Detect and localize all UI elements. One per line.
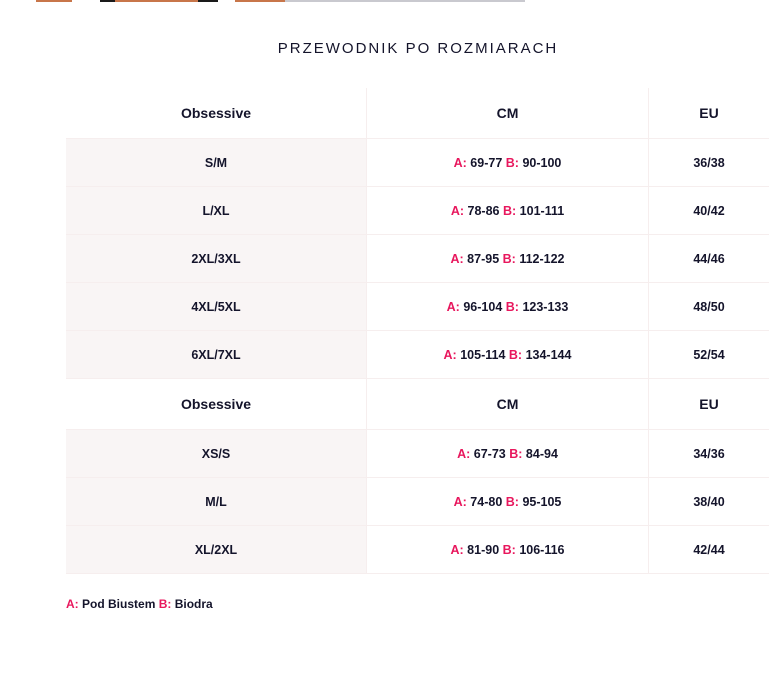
cm-cell: A: 67-73 B: 84-94: [366, 429, 649, 478]
label-a: A:: [453, 494, 467, 509]
column-header: CM: [366, 88, 649, 139]
table-row: 4XL/5XL A: 96-104 B: 123-133 48/50: [66, 282, 769, 331]
table-header-row: Obsessive CM EU: [66, 88, 769, 139]
size-cell: XS/S: [66, 429, 367, 478]
legend-a-key: A:: [66, 597, 79, 611]
value-b: 90-100: [522, 155, 562, 170]
label-b: B:: [502, 542, 516, 557]
size-cell: 2XL/3XL: [66, 234, 367, 283]
column-header: Obsessive: [66, 378, 367, 430]
label-b: B:: [502, 251, 516, 266]
value-a: 81-90: [467, 542, 500, 557]
eu-cell: 42/44: [648, 525, 769, 574]
column-header: EU: [648, 378, 769, 430]
value-a: 105-114: [460, 347, 506, 362]
value-a: 74-80: [470, 494, 503, 509]
label-a: A:: [443, 347, 457, 362]
value-a: 78-86: [467, 203, 500, 218]
column-header: EU: [648, 88, 769, 139]
cm-cell: A: 105-114 B: 134-144: [366, 330, 649, 379]
cm-cell: A: 74-80 B: 95-105: [366, 477, 649, 526]
label-a: A:: [453, 155, 467, 170]
value-b: 106-116: [519, 542, 565, 557]
value-b: 112-122: [519, 251, 565, 266]
legend-a-text: Pod Biustem: [82, 597, 156, 611]
value-a: 87-95: [467, 251, 500, 266]
label-a: A:: [450, 542, 464, 557]
table-row: 6XL/7XL A: 105-114 B: 134-144 52/54: [66, 330, 769, 379]
eu-cell: 38/40: [648, 477, 769, 526]
value-b: 134-144: [525, 347, 572, 362]
legend-b-key: B:: [158, 597, 172, 611]
column-header: Obsessive: [66, 88, 367, 139]
value-b: 95-105: [522, 494, 562, 509]
size-table: Obsessive CM EU S/M A: 69-77 B: 90-100 36/3…: [66, 88, 769, 574]
label-b: B:: [505, 494, 519, 509]
label-b: B:: [505, 299, 519, 314]
value-a: 67-73: [473, 446, 506, 461]
eu-cell: 40/42: [648, 186, 769, 235]
column-header: CM: [366, 378, 649, 430]
label-a: A:: [450, 203, 465, 218]
size-cell: 4XL/5XL: [66, 282, 367, 331]
value-b: 84-94: [525, 446, 558, 461]
size-cell: S/M: [66, 138, 367, 187]
label-a: A:: [450, 251, 464, 266]
value-a: 96-104: [463, 299, 503, 314]
size-cell: L/XL: [66, 186, 367, 235]
table-row: L/XL A: 78-86 B: 101-111 40/42: [66, 186, 769, 235]
cm-cell: A: 87-95 B: 112-122: [366, 234, 649, 283]
cm-cell: A: 69-77 B: 90-100: [366, 138, 649, 187]
label-a: A:: [457, 446, 471, 461]
table-row: M/L A: 74-80 B: 95-105 38/40: [66, 477, 769, 526]
cm-cell: A: 81-90 B: 106-116: [366, 525, 649, 574]
table-row: S/M A: 69-77 B: 90-100 36/38: [66, 138, 769, 187]
label-b: B:: [505, 155, 519, 170]
size-cell: XL/2XL: [66, 525, 367, 574]
size-cell: 6XL/7XL: [66, 330, 367, 379]
label-a: A:: [446, 299, 460, 314]
label-b: B:: [502, 203, 517, 218]
label-b: B:: [508, 347, 523, 362]
label-b: B:: [509, 446, 523, 461]
top-image-strip: [0, 0, 773, 2]
eu-cell: 36/38: [648, 138, 769, 187]
table-row: 2XL/3XL A: 87-95 B: 112-122 44/46: [66, 234, 769, 283]
value-b: 123-133: [522, 299, 569, 314]
eu-cell: 52/54: [648, 330, 769, 379]
value-a: 69-77: [470, 155, 503, 170]
eu-cell: 48/50: [648, 282, 769, 331]
legend: A: Pod Biustem B: Biodra: [66, 597, 213, 611]
cm-cell: A: 78-86 B: 101-111: [366, 186, 649, 235]
value-b: 101-111: [519, 203, 565, 218]
table-row: XL/2XL A: 81-90 B: 106-116 42/44: [66, 525, 769, 574]
cm-cell: A: 96-104 B: 123-133: [366, 282, 649, 331]
eu-cell: 44/46: [648, 234, 769, 283]
page-title: PRZEWODNIK PO ROZMIARACH: [277, 40, 559, 57]
table-header-row: Obsessive CM EU: [66, 378, 769, 430]
table-row: XS/S A: 67-73 B: 84-94 34/36: [66, 429, 769, 478]
size-cell: M/L: [66, 477, 367, 526]
eu-cell: 34/36: [648, 429, 769, 478]
legend-b-text: Biodra: [174, 597, 213, 611]
